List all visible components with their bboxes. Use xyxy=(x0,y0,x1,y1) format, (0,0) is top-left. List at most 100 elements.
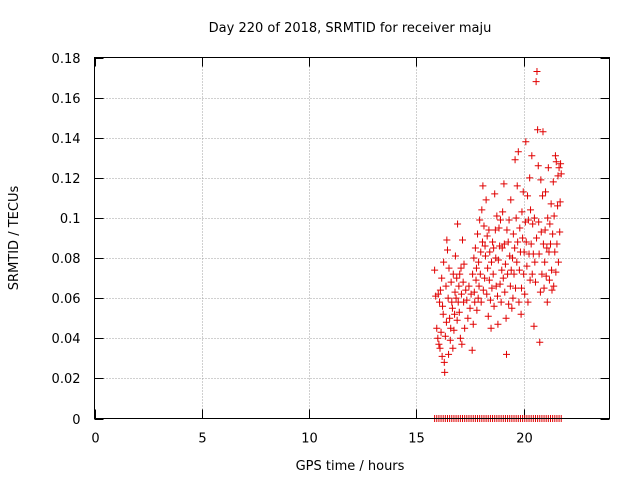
data-point xyxy=(436,286,444,294)
data-point xyxy=(442,318,450,326)
data-point xyxy=(466,304,474,312)
data-point xyxy=(521,290,529,298)
data-point xyxy=(509,294,517,302)
data-point xyxy=(534,162,542,170)
data-point xyxy=(540,284,548,292)
y-tick-label: 0.02 xyxy=(52,372,81,387)
data-point xyxy=(514,148,522,156)
data-point xyxy=(459,236,467,244)
data-point xyxy=(546,240,554,248)
x-tick-label: 15 xyxy=(408,432,425,447)
data-point xyxy=(451,288,459,296)
data-point xyxy=(552,268,560,276)
data-point xyxy=(519,188,527,196)
data-point xyxy=(524,192,532,200)
data-point xyxy=(507,266,515,274)
data-point xyxy=(494,256,502,264)
data-point xyxy=(545,276,553,284)
data-point xyxy=(486,248,494,256)
data-point xyxy=(443,246,451,254)
data-point xyxy=(433,324,441,332)
data-point xyxy=(434,334,442,342)
data-point xyxy=(476,216,484,224)
data-point xyxy=(438,274,446,282)
data-point xyxy=(531,258,539,266)
data-point xyxy=(512,284,520,292)
data-points xyxy=(431,68,565,422)
data-point xyxy=(512,214,520,222)
data-point xyxy=(550,282,558,290)
data-point xyxy=(556,198,564,206)
data-point xyxy=(530,214,538,222)
data-point xyxy=(550,212,558,220)
data-point xyxy=(534,126,542,134)
data-point xyxy=(543,244,551,252)
data-point xyxy=(497,298,505,306)
data-point xyxy=(486,296,494,304)
data-point xyxy=(503,226,511,234)
y-tick-label: 0.18 xyxy=(52,52,81,67)
data-point xyxy=(475,258,483,266)
y-tick-label: 0 xyxy=(72,413,80,428)
data-point xyxy=(519,234,527,242)
data-point xyxy=(526,276,534,284)
data-point xyxy=(456,334,464,342)
y-axis-label: SRMTID / TECUs xyxy=(7,186,22,291)
data-point xyxy=(439,302,447,310)
data-point xyxy=(443,236,451,244)
data-point xyxy=(487,258,495,266)
axis-ticks: 0 0.02 0.04 0.06 0.08 0.1 0.12 0.14 0.16 0.18 0 5 10… xyxy=(52,52,610,447)
data-point xyxy=(496,280,504,288)
data-point xyxy=(440,358,448,366)
data-point xyxy=(484,264,492,272)
data-point xyxy=(547,200,555,208)
data-point xyxy=(510,270,518,278)
data-point xyxy=(528,270,536,278)
data-point xyxy=(555,164,563,172)
data-point xyxy=(498,244,506,252)
data-point xyxy=(474,294,482,302)
data-point xyxy=(557,170,565,178)
y-tick-label: 0.06 xyxy=(52,292,81,307)
data-point xyxy=(556,228,564,236)
data-point xyxy=(452,294,460,302)
y-tick-label: 0.12 xyxy=(52,172,81,187)
data-point xyxy=(458,340,466,348)
data-point xyxy=(436,344,444,352)
data-point xyxy=(530,322,538,330)
data-point xyxy=(461,324,469,332)
data-point xyxy=(481,242,489,250)
x-axis-label: GPS time / hours xyxy=(296,459,405,474)
data-point xyxy=(485,276,493,284)
data-point xyxy=(491,226,499,234)
data-point xyxy=(471,244,479,252)
data-point xyxy=(505,300,513,308)
data-point xyxy=(470,288,478,296)
data-point xyxy=(554,202,562,210)
data-point xyxy=(551,248,559,256)
data-point xyxy=(454,220,462,228)
data-point xyxy=(490,244,498,252)
data-point xyxy=(441,368,449,376)
data-point xyxy=(481,274,489,282)
data-point xyxy=(541,258,549,266)
data-point xyxy=(500,180,508,188)
data-point xyxy=(554,258,562,266)
data-point xyxy=(542,272,550,280)
data-point xyxy=(527,206,535,214)
data-point xyxy=(472,264,480,272)
data-point xyxy=(517,310,525,318)
data-point xyxy=(498,266,506,274)
data-point xyxy=(460,260,468,268)
data-point xyxy=(468,346,476,354)
data-point xyxy=(511,244,519,252)
x-tick-label: 20 xyxy=(516,432,533,447)
data-point xyxy=(464,314,472,322)
data-point xyxy=(481,252,489,260)
y-tick-label: 0.16 xyxy=(52,92,81,107)
data-point xyxy=(535,218,543,226)
x-tick-label: 5 xyxy=(198,432,206,447)
data-point xyxy=(451,252,459,260)
data-point xyxy=(447,278,455,286)
data-point xyxy=(549,178,557,186)
